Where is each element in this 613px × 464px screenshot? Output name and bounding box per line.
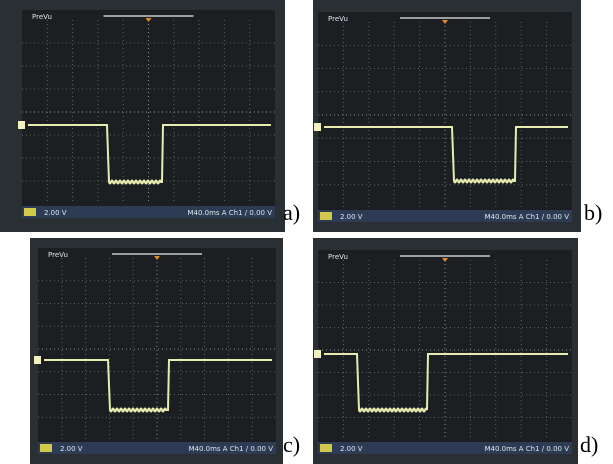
panel-label: a) xyxy=(283,200,300,225)
ch1-marker xyxy=(34,356,41,364)
ch1-marker xyxy=(314,123,321,131)
status-bar xyxy=(38,442,276,454)
mode-text: PreVu xyxy=(32,13,52,21)
panel-label: d) xyxy=(580,432,598,457)
status-bar xyxy=(22,206,275,218)
ch1-marker xyxy=(18,121,25,129)
mode-text: PreVu xyxy=(328,253,348,261)
screen xyxy=(22,10,275,218)
scope-photo: PreVu 2.00 V M40.0ms A Ch1 / 0.00 V c) xyxy=(30,238,300,464)
trigger-marker xyxy=(442,20,448,24)
panel-label: b) xyxy=(584,200,602,225)
ch1-tag xyxy=(40,444,52,452)
scope-photo: PreVu 2.00 V M40.0ms A Ch1 / 0.00 V a) xyxy=(0,0,300,232)
trigger-marker xyxy=(442,258,448,262)
ch1-tag xyxy=(320,212,332,220)
ch1-marker xyxy=(314,350,321,358)
status-bar xyxy=(318,210,572,222)
trigger-marker xyxy=(154,256,160,260)
ch1-scale: 2.00 V xyxy=(340,445,363,453)
timebase: M40.0ms A Ch1 / 0.00 V xyxy=(484,213,569,221)
timebase: M40.0ms A Ch1 / 0.00 V xyxy=(188,445,273,453)
scope-photo: PreVu 2.00 V M40.0ms A Ch1 / 0.00 V b) xyxy=(313,0,602,232)
timebase: M40.0ms A Ch1 / 0.00 V xyxy=(484,445,569,453)
scope-photo: PreVu 2.00 V M40.0ms A Ch1 / 0.00 V d) xyxy=(313,238,598,464)
waveform xyxy=(324,126,568,184)
mode-text: PreVu xyxy=(48,251,68,259)
timebase: M40.0ms A Ch1 / 0.00 V xyxy=(187,209,272,217)
ch1-scale: 2.00 V xyxy=(44,209,67,217)
panel-label: c) xyxy=(283,432,300,457)
ch1-scale: 2.00 V xyxy=(340,213,363,221)
status-bar xyxy=(318,442,572,454)
trigger-marker xyxy=(145,18,152,22)
ch1-scale: 2.00 V xyxy=(60,445,83,453)
waveform xyxy=(324,353,568,413)
waveform xyxy=(28,124,271,185)
ch1-tag xyxy=(320,444,332,452)
ch1-tag xyxy=(24,208,36,216)
mode-text: PreVu xyxy=(328,15,348,23)
waveform xyxy=(44,359,272,413)
